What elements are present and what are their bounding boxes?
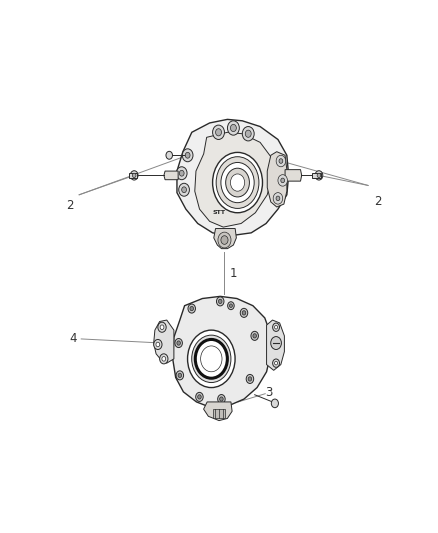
Circle shape xyxy=(201,346,222,372)
Circle shape xyxy=(216,297,224,306)
Polygon shape xyxy=(204,402,232,421)
Circle shape xyxy=(159,354,168,364)
Circle shape xyxy=(242,126,254,141)
Circle shape xyxy=(219,397,223,401)
Polygon shape xyxy=(154,320,174,363)
Circle shape xyxy=(188,304,195,313)
Circle shape xyxy=(160,325,164,329)
Polygon shape xyxy=(267,320,284,370)
Circle shape xyxy=(273,192,283,204)
Circle shape xyxy=(212,152,262,213)
Circle shape xyxy=(154,340,162,350)
Circle shape xyxy=(216,157,259,208)
Circle shape xyxy=(179,171,184,176)
Circle shape xyxy=(317,173,321,177)
Circle shape xyxy=(187,330,235,387)
Circle shape xyxy=(228,302,234,310)
Circle shape xyxy=(276,196,280,200)
Circle shape xyxy=(175,338,182,348)
Circle shape xyxy=(253,334,257,338)
Polygon shape xyxy=(130,173,137,178)
Polygon shape xyxy=(177,119,289,236)
Circle shape xyxy=(242,311,246,315)
Circle shape xyxy=(315,171,323,180)
Circle shape xyxy=(218,394,225,403)
Circle shape xyxy=(240,309,248,317)
Circle shape xyxy=(182,187,187,192)
Circle shape xyxy=(218,232,231,248)
Circle shape xyxy=(251,332,258,341)
Circle shape xyxy=(192,335,231,383)
Text: 2: 2 xyxy=(374,195,382,207)
Circle shape xyxy=(219,299,222,303)
Circle shape xyxy=(272,359,279,367)
Circle shape xyxy=(212,125,224,140)
Circle shape xyxy=(176,371,184,380)
Circle shape xyxy=(195,340,227,378)
Circle shape xyxy=(281,178,285,183)
Circle shape xyxy=(227,121,239,135)
Polygon shape xyxy=(214,229,237,248)
Circle shape xyxy=(246,374,254,383)
Circle shape xyxy=(179,183,189,196)
Circle shape xyxy=(158,322,166,332)
Circle shape xyxy=(278,175,287,186)
Circle shape xyxy=(275,361,278,365)
Polygon shape xyxy=(195,132,272,227)
Circle shape xyxy=(276,155,286,167)
Circle shape xyxy=(198,395,201,399)
Circle shape xyxy=(178,373,182,377)
Circle shape xyxy=(177,167,187,180)
Circle shape xyxy=(162,357,166,361)
Text: 3: 3 xyxy=(265,386,273,399)
Polygon shape xyxy=(267,152,287,207)
Circle shape xyxy=(248,377,252,381)
Circle shape xyxy=(226,168,249,197)
Circle shape xyxy=(279,159,283,163)
Polygon shape xyxy=(173,296,271,408)
Polygon shape xyxy=(164,171,178,180)
Circle shape xyxy=(131,171,138,180)
Polygon shape xyxy=(213,409,225,418)
Text: 2: 2 xyxy=(66,198,74,212)
Text: STT: STT xyxy=(212,210,225,215)
Circle shape xyxy=(230,124,237,132)
Circle shape xyxy=(215,128,222,136)
Circle shape xyxy=(190,306,194,311)
Circle shape xyxy=(196,392,203,401)
Circle shape xyxy=(132,173,136,177)
Circle shape xyxy=(230,304,233,308)
Text: 4: 4 xyxy=(70,333,77,345)
Circle shape xyxy=(272,323,279,332)
Circle shape xyxy=(166,151,173,159)
Circle shape xyxy=(271,399,279,408)
Circle shape xyxy=(182,149,193,161)
Circle shape xyxy=(156,342,160,347)
Circle shape xyxy=(275,326,278,329)
Polygon shape xyxy=(285,169,302,181)
Circle shape xyxy=(221,163,254,203)
Circle shape xyxy=(245,130,251,138)
Circle shape xyxy=(271,336,282,350)
Circle shape xyxy=(221,236,228,244)
Circle shape xyxy=(177,341,180,345)
Circle shape xyxy=(185,152,190,158)
Polygon shape xyxy=(312,173,321,178)
Text: 1: 1 xyxy=(229,266,237,280)
Circle shape xyxy=(230,174,245,191)
